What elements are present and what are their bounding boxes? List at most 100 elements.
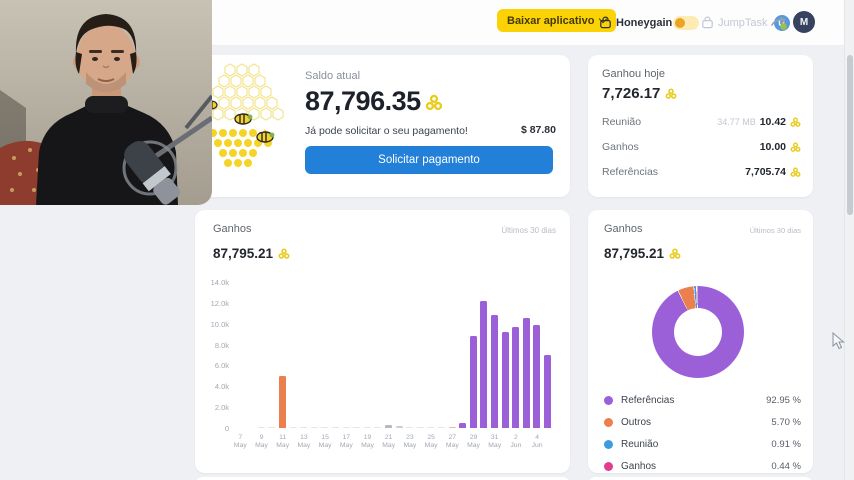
x-tick-label: 15 May bbox=[318, 434, 332, 449]
today-row-traffic: Reunião 34.77 MB 10.42 bbox=[602, 114, 801, 130]
bar-chart-title: Ganhos bbox=[213, 223, 252, 235]
honey-credits-icon bbox=[790, 142, 801, 153]
download-app-label: Baixar aplicativo bbox=[507, 14, 595, 27]
donut-chart-total: 87,795.21 bbox=[604, 246, 665, 261]
honey-credits-icon bbox=[669, 248, 681, 260]
legend-label: Ganhos bbox=[621, 460, 657, 472]
y-tick-label: 6.0k bbox=[214, 361, 229, 371]
y-tick-label: 8.0k bbox=[214, 340, 229, 350]
bar-15-May bbox=[321, 426, 329, 428]
bee-icon bbox=[256, 128, 275, 143]
y-tick-label: 4.0k bbox=[214, 382, 229, 392]
bar-21-May bbox=[385, 425, 392, 428]
bar-27-May bbox=[448, 426, 456, 428]
bar-26-May bbox=[438, 426, 445, 428]
bar-4-Jun bbox=[533, 324, 541, 428]
bar-1-Jun bbox=[501, 332, 509, 428]
referral-share-button[interactable] bbox=[768, 11, 790, 33]
x-tick-label: 25 May bbox=[424, 434, 438, 449]
earned-today-title: Ganhou hoje bbox=[602, 68, 665, 80]
row-value: 7,705.74 bbox=[745, 166, 786, 178]
honey-credits-icon bbox=[425, 94, 443, 112]
x-tick-label: 2 Jun bbox=[510, 434, 522, 449]
bar-18-May bbox=[353, 426, 361, 428]
bar-10-May bbox=[268, 426, 276, 428]
bar-29-May bbox=[469, 336, 477, 428]
y-tick-label: 2.0k bbox=[214, 403, 229, 413]
bar-19-May bbox=[363, 426, 371, 428]
payout-usd-value: $ 87.80 bbox=[520, 124, 556, 136]
legend-row-others: Outros 5.70 % bbox=[604, 415, 801, 429]
bar-30-May bbox=[480, 300, 488, 428]
network-mode-toggle[interactable] bbox=[673, 16, 699, 30]
x-tick-label: 7 May bbox=[233, 434, 247, 449]
bar-28-May bbox=[459, 422, 467, 428]
legend-value: 92.95 % bbox=[766, 394, 801, 406]
webcam-overlay bbox=[0, 0, 212, 205]
bar-11-May bbox=[279, 375, 286, 428]
legend-value: 0.44 % bbox=[771, 460, 801, 472]
jumptask-bag-icon bbox=[701, 16, 714, 29]
legend-dot bbox=[604, 417, 613, 427]
x-tick-label: 29 May bbox=[467, 434, 480, 449]
honeygain-mode-tab[interactable]: Honeygain bbox=[599, 0, 672, 45]
x-tick-label: 31 May bbox=[488, 434, 502, 449]
x-tick-label: 4 Jun bbox=[531, 434, 543, 449]
mouse-cursor bbox=[832, 331, 845, 355]
legend-row-referrals: Referências 92.95 % bbox=[604, 393, 801, 407]
download-app-button[interactable]: Baixar aplicativo bbox=[497, 9, 617, 32]
bar-9-May bbox=[257, 426, 265, 428]
bar-25-May bbox=[427, 426, 435, 428]
bar-14-May bbox=[310, 426, 318, 428]
legend-value: 0.91 % bbox=[771, 438, 801, 450]
legend-dot bbox=[604, 439, 613, 449]
donut-chart-period-label: Últimos 30 dias bbox=[749, 226, 801, 235]
honey-credits-icon bbox=[790, 117, 801, 128]
x-tick-label: 19 May bbox=[361, 434, 374, 449]
donut-chart bbox=[652, 286, 744, 378]
honeygain-bag-icon bbox=[599, 16, 612, 29]
next-card-partial bbox=[195, 477, 570, 480]
legend-row-earnings: Ganhos 0.44 % bbox=[604, 459, 801, 473]
earnings-bar-chart-card: Ganhos Últimos 30 dias 87,795.21 14.0k 12… bbox=[195, 210, 570, 473]
earnings-distribution-card: Ganhos Últimos 30 dias 87,795.21 Referên… bbox=[588, 210, 813, 473]
y-tick-label: 0 bbox=[224, 424, 229, 433]
y-tick-label: 10.0k bbox=[210, 319, 229, 329]
bar-23-May bbox=[406, 426, 414, 428]
bar-20-May bbox=[374, 426, 382, 428]
scrollbar-thumb[interactable] bbox=[847, 55, 853, 215]
row-value: 10.00 bbox=[759, 141, 786, 153]
bar-chart-total: 87,795.21 bbox=[213, 246, 274, 261]
x-tick-label: 21 May bbox=[382, 434, 396, 449]
row-traffic: 34.77 MB bbox=[717, 117, 756, 127]
x-tick-label: 13 May bbox=[297, 434, 311, 449]
bar-22-May bbox=[395, 425, 403, 428]
honey-credits-icon bbox=[790, 167, 801, 178]
earned-today-card: Ganhou hoje 7,726.17 Reunião 34.77 MB 10… bbox=[588, 55, 813, 197]
honeycomb-bees-illustration bbox=[204, 63, 284, 167]
bar-5-Jun bbox=[544, 355, 551, 428]
presenter-video bbox=[0, 0, 212, 205]
user-avatar[interactable]: M bbox=[793, 11, 815, 33]
bar-12-May bbox=[289, 426, 297, 428]
toggle-knob bbox=[675, 18, 685, 28]
today-row-referrals: Referências 7,705.74 bbox=[602, 164, 801, 180]
x-tick-label: 23 May bbox=[403, 434, 417, 449]
bar-chart-plot bbox=[235, 282, 553, 428]
bar-chart-period-label: Últimos 30 dias bbox=[501, 226, 556, 235]
row-label: Ganhos bbox=[602, 141, 639, 153]
referral-share-icon bbox=[771, 17, 787, 30]
x-tick-label: 9 May bbox=[255, 434, 268, 449]
today-row-gathering: Ganhos 10.00 bbox=[602, 139, 801, 155]
bar-2-Jun bbox=[512, 326, 520, 428]
honey-credits-icon bbox=[665, 88, 677, 100]
legend-label: Outros bbox=[621, 416, 652, 428]
request-payment-button[interactable]: Solicitar pagamento bbox=[305, 146, 553, 174]
scrollbar-track[interactable] bbox=[844, 0, 854, 480]
honey-credits-icon bbox=[278, 248, 290, 260]
bar-17-May bbox=[342, 426, 350, 428]
legend-dot bbox=[604, 395, 613, 405]
balance-title: Saldo atual bbox=[305, 70, 361, 82]
next-card-partial bbox=[588, 477, 813, 480]
bar-13-May bbox=[300, 426, 308, 428]
